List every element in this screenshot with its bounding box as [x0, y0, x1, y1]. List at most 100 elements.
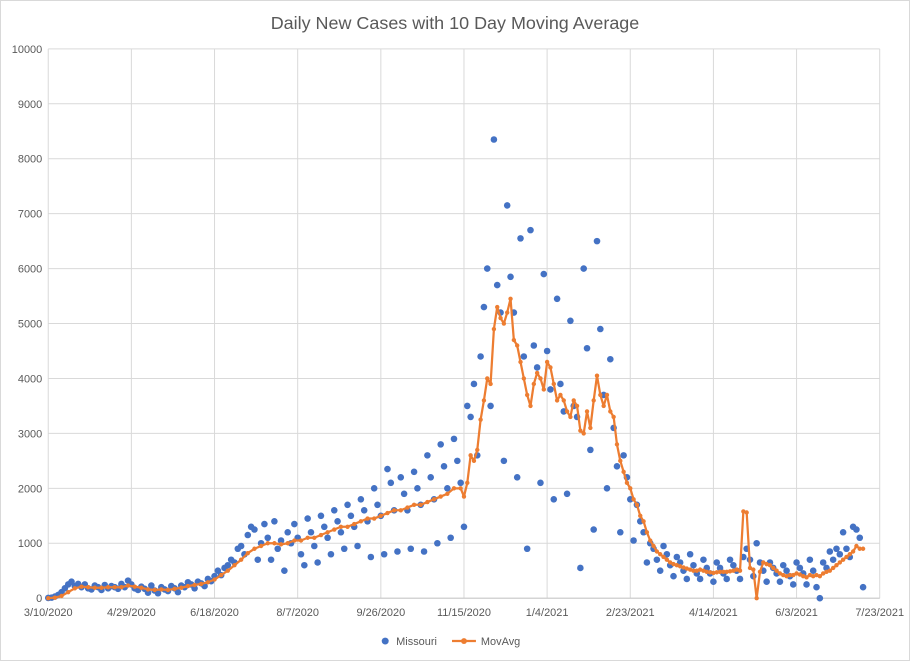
- movavg-point: [258, 543, 264, 549]
- movavg-point: [534, 370, 540, 376]
- movavg-point: [345, 524, 350, 529]
- movavg-point: [654, 549, 660, 554]
- movavg-point: [52, 595, 58, 600]
- movavg-point: [667, 560, 673, 565]
- movavg-point: [644, 530, 650, 535]
- missouri-point: [337, 528, 345, 536]
- missouri-point: [617, 528, 624, 536]
- missouri-point: [191, 585, 198, 592]
- movavg-point: [797, 572, 803, 577]
- movavg-point: [707, 570, 713, 575]
- legend-label-movavg: MovAvg: [481, 636, 520, 648]
- x-tick-label: 4/29/2020: [107, 607, 156, 619]
- movavg-point: [99, 585, 104, 590]
- movavg-point: [352, 521, 357, 527]
- missouri-point: [700, 556, 707, 564]
- x-tick-label: 6/18/2020: [190, 607, 239, 619]
- movavg-point: [252, 546, 257, 551]
- missouri-point: [251, 526, 258, 533]
- movavg-point: [501, 321, 507, 326]
- missouri-point: [533, 364, 541, 371]
- movavg-point: [232, 563, 237, 568]
- missouri-point: [856, 534, 864, 542]
- missouri-point: [450, 435, 458, 443]
- movavg-point: [588, 425, 593, 431]
- movavg-point: [598, 392, 603, 398]
- y-tick-label: 9000: [18, 99, 42, 111]
- y-tick-label: 2000: [18, 483, 42, 495]
- missouri-point: [334, 517, 341, 525]
- missouri-point: [414, 485, 421, 492]
- missouri-point: [304, 515, 311, 522]
- movavg-point: [697, 567, 703, 572]
- missouri-point: [656, 567, 664, 575]
- movavg-point: [218, 572, 224, 578]
- missouri-point: [500, 457, 508, 465]
- movavg-point: [125, 583, 131, 588]
- missouri-point: [267, 556, 275, 564]
- movavg-point: [764, 561, 769, 567]
- movavg-point: [524, 392, 530, 398]
- movavg-point: [661, 554, 666, 560]
- movavg-point: [145, 587, 151, 592]
- movavg-point: [92, 585, 97, 590]
- movavg-point: [721, 569, 726, 575]
- movavg-point: [767, 563, 773, 568]
- y-axis-ticks: 0 1000 2000 3000 4000 5000 6000 7000 8000 9000 100…: [12, 44, 42, 605]
- missouri-point: [583, 344, 591, 352]
- missouri-point: [307, 528, 315, 536]
- movavg-point: [325, 530, 330, 535]
- movavg-point: [431, 497, 437, 502]
- missouri-point: [420, 548, 428, 555]
- missouri-point: [148, 582, 155, 589]
- missouri-point: [736, 575, 744, 583]
- legend-marker-movavg: [460, 638, 467, 645]
- missouri-point: [387, 479, 395, 487]
- missouri-point: [673, 553, 681, 561]
- movavg-point: [285, 541, 290, 546]
- movavg-point: [628, 486, 633, 491]
- movavg-point: [46, 595, 51, 601]
- missouri-point: [394, 548, 401, 555]
- y-tick-label: 6000: [18, 264, 42, 276]
- missouri-point: [833, 545, 840, 553]
- movavg-point: [837, 560, 842, 565]
- missouri-point: [407, 545, 415, 553]
- movavg-point: [192, 582, 197, 588]
- movavg-point: [365, 516, 370, 521]
- missouri-point: [607, 355, 614, 363]
- movavg-point: [810, 574, 816, 579]
- x-tick-label: 9/26/2020: [356, 607, 405, 619]
- legend-marker-missouri: [381, 637, 389, 645]
- movavg-point: [531, 381, 537, 387]
- movavg-point: [578, 428, 583, 433]
- movavg-point: [854, 543, 859, 549]
- missouri-point: [753, 539, 760, 547]
- missouri-point: [493, 281, 501, 289]
- missouri-point: [317, 512, 325, 520]
- missouri-point: [859, 583, 867, 591]
- movavg-series: [46, 296, 866, 601]
- movavg-point: [601, 403, 606, 409]
- movavg-point: [624, 480, 630, 486]
- missouri-point: [577, 564, 584, 572]
- missouri-point: [643, 559, 651, 566]
- movavg-point: [438, 494, 443, 499]
- missouri-point: [480, 303, 488, 311]
- movavg-point: [551, 381, 556, 387]
- movavg-point: [212, 577, 217, 582]
- missouri-point: [853, 526, 860, 533]
- movavg-point: [691, 568, 696, 573]
- movavg-point: [784, 574, 789, 579]
- missouri-point: [410, 468, 418, 476]
- movavg-point: [498, 315, 503, 321]
- missouri-point: [397, 474, 405, 481]
- missouri-point: [819, 559, 827, 566]
- movavg-point: [554, 398, 560, 403]
- missouri-point: [264, 534, 272, 542]
- movavg-point: [734, 567, 739, 572]
- movavg-point: [481, 398, 487, 403]
- missouri-point: [590, 526, 597, 533]
- missouri-point: [470, 380, 478, 388]
